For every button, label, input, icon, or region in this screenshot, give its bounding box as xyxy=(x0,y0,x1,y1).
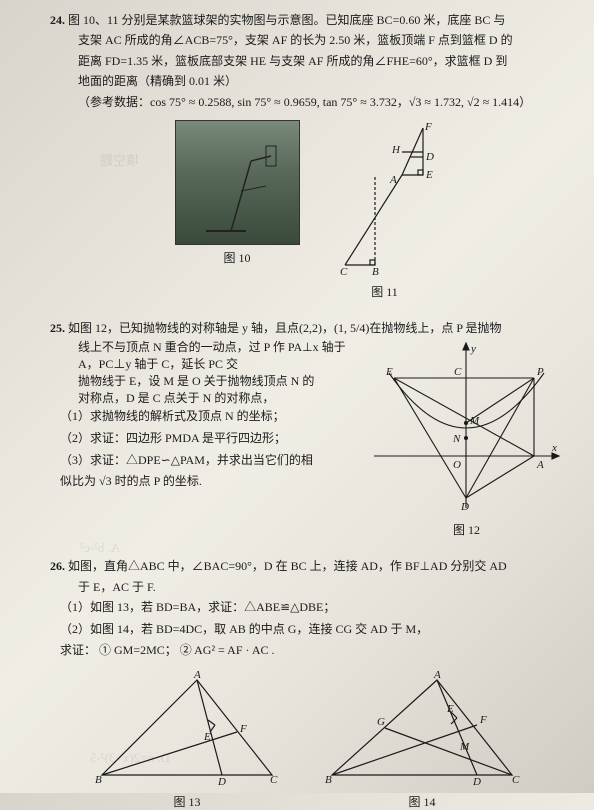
fig10-photo xyxy=(175,120,300,245)
p25-s1: （1）求抛物线的解析式及顶点 N 的坐标； xyxy=(60,406,361,428)
ghost-text: A. b²-c² xyxy=(80,540,120,556)
fig14-svg: A B C D E F G M xyxy=(317,670,527,785)
p25-intro3: 抛物线于 E，设 M 是 O 关于抛物线顶点 N 的 xyxy=(78,372,361,389)
lbl-F14: F xyxy=(479,714,487,726)
p24-line2: 支架 AC 所成的角∠ACB=75°，支架 AF 的长为 2.50 米，篮板顶端… xyxy=(78,33,513,47)
lbl-A13: A xyxy=(193,670,201,681)
lbl-F13: F xyxy=(239,723,247,735)
lbl-D13: D xyxy=(217,776,226,785)
fig10-container: 图 10 xyxy=(175,120,300,300)
lbl-A: A xyxy=(536,459,544,471)
lbl-C: C xyxy=(340,266,348,275)
p25-intro: 25. 如图 12，已知抛物线的对称轴是 y 轴，且点(2,2)，(1, 5/4… xyxy=(50,318,564,338)
p25-s3a: （3）求证：△DPE∽△PAM，并求出当它们的相 xyxy=(60,450,361,472)
p26-intro2: 于 E，AC 于 F. xyxy=(78,580,156,594)
fig12-label: 图 12 xyxy=(369,521,564,538)
p26-s2b: 求证： ① GM=2MC； ② AG² = AF · AC . xyxy=(60,640,564,662)
lbl-B: B xyxy=(372,266,379,275)
lbl-D: D xyxy=(460,501,469,513)
lbl-C14: C xyxy=(512,774,520,785)
p24-ref: （参考数据：cos 75° ≈ 0.2588, sin 75° ≈ 0.9659… xyxy=(78,95,531,109)
lbl-M: M xyxy=(469,415,480,427)
p24-line3: 距离 FD=1.35 米，篮板底部支架 HE 与支架 AF 所成的角∠FHE=6… xyxy=(78,54,507,68)
p25-intro2: 线上不与顶点 N 重合的一动点，过 P 作 PA⊥x 轴于 A，PC⊥y 轴于 … xyxy=(78,338,361,372)
p26-text: 26. 如图，直角△ABC 中，∠BAC=90°，D 在 BC 上，连接 AD，… xyxy=(50,556,564,597)
lbl-E: E xyxy=(385,366,393,378)
problem-24-text: 24. 图 10、11 分别是某款篮球架的实物图与示意图。已知底座 BC=0.6… xyxy=(50,10,564,112)
p26-num: 26. xyxy=(50,559,65,573)
lbl-D14: D xyxy=(472,776,481,785)
fig13-svg: A B C D E F xyxy=(87,670,287,785)
fig13-container: A B C D E F 图 13 xyxy=(87,670,287,810)
lbl-E14: E xyxy=(446,703,454,715)
p24-figures: 图 10 F H D xyxy=(50,120,564,300)
lbl-N: N xyxy=(452,433,461,445)
problem-24: 24. 图 10、11 分别是某款篮球架的实物图与示意图。已知底座 BC=0.6… xyxy=(50,10,564,300)
p24-line1: 图 10、11 分别是某款篮球架的实物图与示意图。已知底座 BC=0.60 米，… xyxy=(68,13,505,27)
fig10-label: 图 10 xyxy=(175,249,300,266)
lbl-C13: C xyxy=(270,774,278,785)
p25-s3b: 似比为 √3 时的点 P 的坐标. xyxy=(60,471,361,493)
fig12-svg: E C P M N O A D x y xyxy=(369,338,564,513)
fig12-container: E C P M N O A D x y 图 12 xyxy=(369,338,564,538)
lbl-G14: G xyxy=(377,716,385,728)
p25-num: 25. xyxy=(50,321,65,335)
lbl-O: O xyxy=(453,459,461,471)
lbl-H: H xyxy=(391,144,401,156)
lbl-P: P xyxy=(536,366,544,378)
fig10-svg xyxy=(176,121,301,246)
problem-26: 26. 如图，直角△ABC 中，∠BAC=90°，D 在 BC 上，连接 AD，… xyxy=(50,556,564,810)
lbl-F: F xyxy=(424,121,432,133)
lbl-E: E xyxy=(425,169,433,181)
fig13-label: 图 13 xyxy=(87,793,287,810)
lbl-D: D xyxy=(425,151,434,163)
fig14-container: A B C D E F G M 图 14 xyxy=(317,670,527,810)
lbl-B14: B xyxy=(325,774,332,785)
lbl-y: y xyxy=(470,343,476,355)
fig11-svg: F H D E A C B xyxy=(330,120,440,275)
p26-s1: （1）如图 13，若 BD=BA，求证：△ABE≌△DBE； xyxy=(60,597,564,619)
p24-num: 24. xyxy=(50,13,65,27)
fig11-label: 图 11 xyxy=(330,283,440,300)
p24-line4: 地面的距离（精确到 0.01 米） xyxy=(78,74,237,88)
p26-figures: A B C D E F 图 13 xyxy=(50,670,564,810)
lbl-A: A xyxy=(389,174,397,186)
p25-s2: （2）求证：四边形 PMDA 是平行四边形； xyxy=(60,428,361,450)
p25-intro4: 对称点，D 是 C 点关于 N 的对称点， xyxy=(78,389,361,406)
p25-text-block: 线上不与顶点 N 重合的一动点，过 P 作 PA⊥x 轴于 A，PC⊥y 轴于 … xyxy=(50,338,361,538)
lbl-A14: A xyxy=(433,670,441,681)
problem-25: 25. 如图 12，已知抛物线的对称轴是 y 轴，且点(2,2)，(1, 5/4… xyxy=(50,318,564,538)
p26-intro1: 如图，直角△ABC 中，∠BAC=90°，D 在 BC 上，连接 AD，作 BF… xyxy=(68,559,507,573)
fig14-label: 图 14 xyxy=(317,793,527,810)
lbl-E13: E xyxy=(203,731,211,743)
lbl-x: x xyxy=(551,442,557,454)
lbl-M14: M xyxy=(459,741,470,753)
lbl-C: C xyxy=(454,366,462,378)
fig11-container: F H D E A C B 图 11 xyxy=(330,120,440,300)
p25-intro1: 如图 12，已知抛物线的对称轴是 y 轴，且点(2,2)，(1, 5/4)在抛物… xyxy=(68,321,502,335)
lbl-B13: B xyxy=(95,774,102,785)
p26-s2a: （2）如图 14，若 BD=4DC，取 AB 的中点 G，连接 CG 交 AD … xyxy=(60,619,564,641)
